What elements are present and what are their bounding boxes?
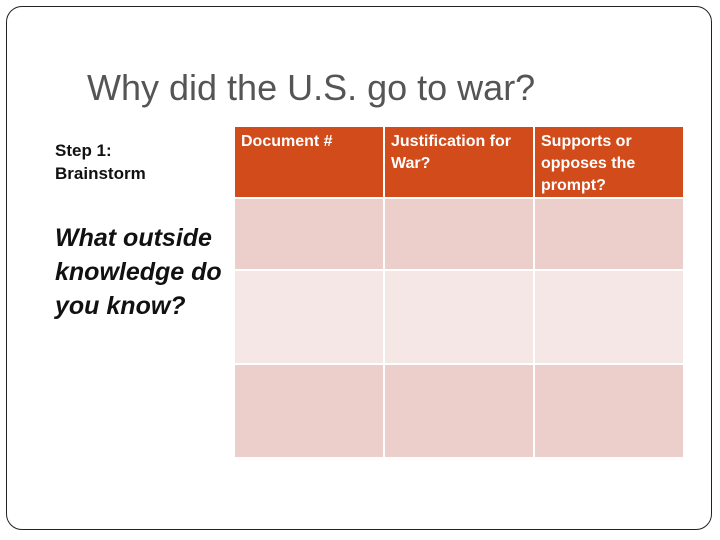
table-cell[interactable] bbox=[233, 363, 385, 459]
header-supports-opposes: Supports or opposes the prompt? bbox=[533, 125, 685, 199]
header-justification: Justification for War? bbox=[383, 125, 535, 199]
table-cell[interactable] bbox=[233, 269, 385, 365]
header-document-number: Document # bbox=[233, 125, 385, 199]
table-header-row: Document # Justification for War? Suppor… bbox=[233, 125, 685, 199]
brainstorm-question: What outside knowledge do you know? bbox=[55, 224, 222, 320]
table-row bbox=[233, 363, 685, 459]
table-cell[interactable] bbox=[533, 363, 685, 459]
table-cell[interactable] bbox=[533, 197, 685, 271]
table-cell[interactable] bbox=[233, 197, 385, 271]
table-cell[interactable] bbox=[383, 269, 535, 365]
brainstorm-table: Document # Justification for War? Suppor… bbox=[233, 125, 685, 459]
table-cell[interactable] bbox=[533, 269, 685, 365]
table-cell[interactable] bbox=[383, 363, 535, 459]
slide-frame: Why did the U.S. go to war? Step 1: Brai… bbox=[6, 6, 712, 530]
step-label: Step 1: Brainstorm bbox=[55, 141, 146, 183]
table-row bbox=[233, 197, 685, 271]
slide-title: Why did the U.S. go to war? bbox=[87, 67, 536, 108]
table-cell[interactable] bbox=[383, 197, 535, 271]
table-row bbox=[233, 269, 685, 365]
